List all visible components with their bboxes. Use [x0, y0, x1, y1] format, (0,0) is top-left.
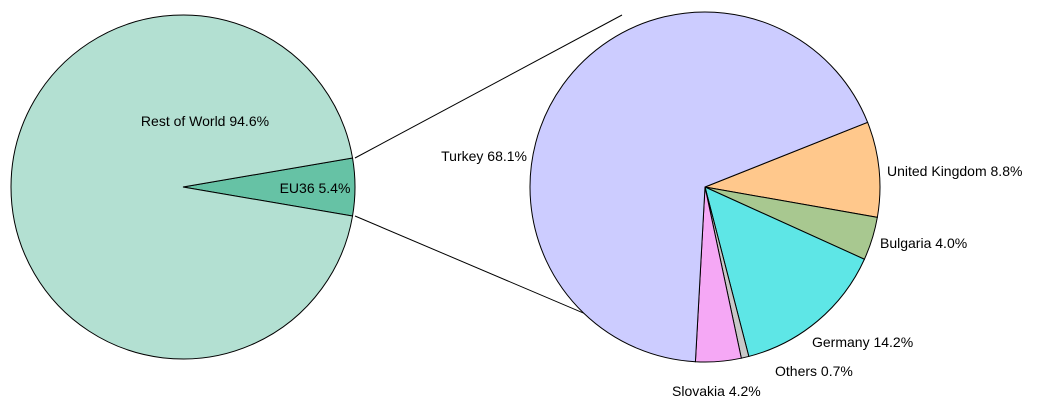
- slice-label: Germany 14.2%: [812, 334, 913, 350]
- slice-name: Turkey: [441, 148, 483, 164]
- pie-slice: [704, 186, 866, 358]
- slice-value: 5.4%: [319, 180, 351, 196]
- pie-slice: [529, 11, 869, 363]
- slice-value: 94.6%: [229, 113, 269, 129]
- slice-label: Bulgaria 4.0%: [880, 235, 967, 251]
- slice-value: 0.7%: [821, 363, 853, 379]
- slice-value: 68.1%: [487, 148, 527, 164]
- slice-name: Germany: [812, 334, 870, 350]
- pie-slice: [703, 121, 881, 218]
- slice-value: 4.0%: [935, 235, 967, 251]
- slice-name: United Kingdom: [887, 163, 987, 179]
- slice-value: 14.2%: [873, 334, 913, 350]
- pie-slice: [10, 14, 354, 360]
- slice-label: United Kingdom 8.8%: [887, 163, 1022, 179]
- slice-name: Bulgaria: [880, 235, 932, 251]
- slice-label: Others 0.7%: [775, 363, 853, 379]
- slice-name: EU36: [280, 180, 315, 196]
- slice-label: Slovakia 4.2%: [672, 383, 761, 399]
- slice-value: 4.2%: [729, 383, 761, 399]
- slice-name: Rest of World: [141, 113, 226, 129]
- slice-name: Slovakia: [672, 383, 725, 399]
- slice-name: Others: [775, 363, 817, 379]
- slice-label: Turkey 68.1%: [441, 148, 527, 164]
- connector-line: [354, 14, 623, 159]
- slice-label: Rest of World 94.6%: [141, 113, 269, 129]
- slice-label: EU36 5.4%: [280, 180, 351, 196]
- slice-value: 8.8%: [991, 163, 1023, 179]
